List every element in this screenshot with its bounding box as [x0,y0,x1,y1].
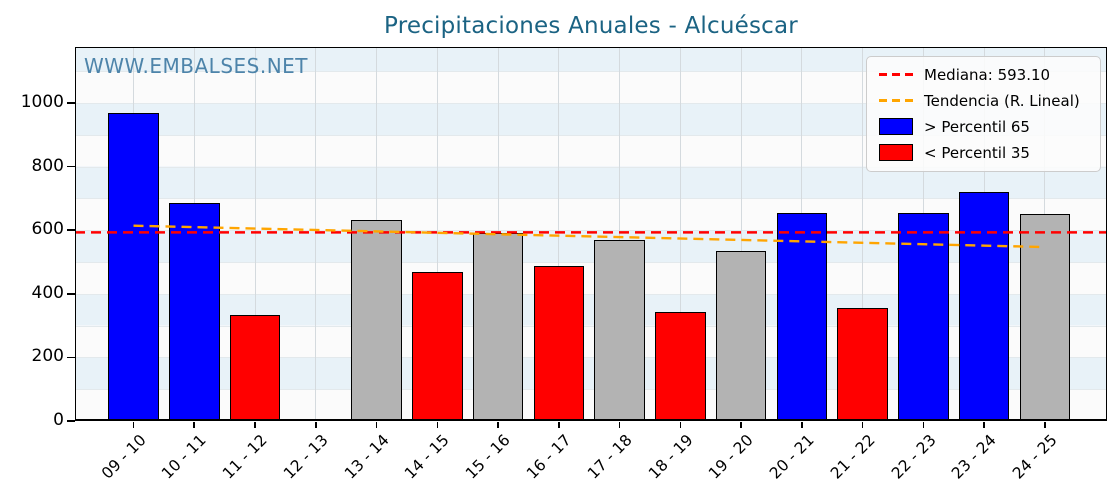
bar-18-19 [655,311,706,421]
x-tick-label: 09 - 10 [97,431,150,483]
x-tick-label: 21 - 22 [826,431,879,483]
y-tick-mark [67,165,75,168]
h-gridline [75,261,1107,263]
x-tick-label: 24 - 25 [1009,431,1061,483]
x-tick-mark [740,422,742,428]
x-tick-mark [254,422,256,428]
x-tick-label: 23 - 24 [948,431,1000,483]
legend-item-median: Mediana: 593.10 [879,65,1090,84]
bar-17-18 [594,239,645,421]
legend-item-trend: Tendencia (R. Lineal) [879,91,1090,110]
bar-16-17 [533,266,585,421]
x-tick-mark [132,422,135,428]
y-tick-mark [67,356,75,359]
x-tick-mark [558,422,560,428]
x-tick-mark [375,422,378,428]
bar-22-23 [898,213,949,421]
bar-21-22 [837,308,888,421]
bar-24-25 [1019,214,1071,421]
y-tick-label: 800 [31,155,64,176]
h-gridline [75,166,1107,168]
median-dash-icon [879,73,913,76]
h-gridline [75,134,1107,136]
x-tick-label: 19 - 20 [705,431,757,483]
x-tick-mark [618,422,621,428]
x-tick-mark [193,422,196,428]
y-tick-label: 200 [31,346,64,367]
x-tick-mark [801,422,803,428]
legend: Mediana: 593.10 Tendencia (R. Lineal) > … [866,56,1101,172]
x-tick-mark [679,422,682,428]
y-tick-label: 1000 [20,91,64,112]
x-tick-label: 14 - 15 [401,431,454,483]
h-gridline [75,293,1107,295]
legend-item-p35: < Percentil 35 [879,143,1090,162]
h-gridline [75,71,1107,73]
x-tick-mark [983,422,986,428]
bar-23-24 [958,192,1010,421]
x-tick-mark [861,422,864,428]
bar-13-14 [351,220,402,421]
legend-p35-label: < Percentil 35 [924,143,1030,162]
x-tick-label: 12 - 13 [279,431,332,483]
legend-median-label: Mediana: 593.10 [924,65,1051,84]
x-tick-label: 20 - 21 [766,431,818,483]
x-tick-label: 16 - 17 [523,431,575,483]
x-tick-mark [497,422,499,428]
x-tick-label: 18 - 19 [644,431,697,483]
red-swatch-icon [879,144,913,161]
watermark-text: WWW.EMBALSES.NET [84,54,309,78]
legend-item-p65: > Percentil 65 [879,117,1090,136]
x-tick-mark [1044,422,1046,428]
plot-area: WWW.EMBALSES.NET Mediana: 593.10 Tendenc… [75,47,1107,421]
y-tick-mark [67,229,75,231]
bar-09-10 [108,112,159,421]
y-tick-label: 0 [53,410,64,430]
bar-10-11 [169,203,220,421]
h-gridline [75,198,1107,200]
y-tick-mark [67,102,75,104]
h-gridline [75,325,1107,327]
h-gridline [75,357,1107,359]
x-tick-mark [314,422,317,428]
legend-p65-label: > Percentil 65 [924,117,1030,136]
x-tick-label: 10 - 11 [158,431,211,483]
blue-swatch-icon [879,118,913,135]
y-tick-label: 600 [31,219,64,240]
bar-15-16 [472,233,524,421]
y-tick-mark [67,420,75,422]
x-tick-label: 13 - 14 [340,431,393,483]
x-tick-mark [436,422,439,428]
bar-11-12 [229,315,281,421]
chart-title: Precipitaciones Anuales - Alcuéscar [384,13,798,39]
bar-19-20 [715,250,767,421]
x-tick-label: 15 - 16 [462,431,514,483]
x-tick-label: 22 - 23 [887,431,940,483]
trend-dash-icon [879,99,913,102]
bar-20-21 [776,212,828,421]
y-tick-label: 400 [31,282,64,303]
x-tick-label: 17 - 18 [583,431,636,483]
x-tick-mark [922,422,925,428]
legend-trend-label: Tendencia (R. Lineal) [924,91,1080,110]
h-gridline [75,389,1107,391]
y-tick-mark [67,292,75,295]
h-gridline [75,102,1107,104]
bar-14-15 [412,271,463,421]
x-tick-label: 11 - 12 [219,431,271,483]
